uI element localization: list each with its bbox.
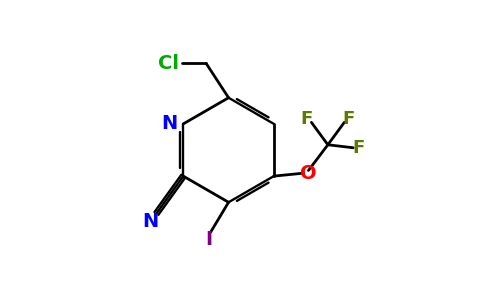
Text: F: F xyxy=(352,139,365,157)
Text: F: F xyxy=(343,110,355,128)
Text: I: I xyxy=(206,230,212,249)
Text: F: F xyxy=(301,110,313,128)
Text: Cl: Cl xyxy=(158,54,179,73)
Text: O: O xyxy=(300,164,317,183)
Text: N: N xyxy=(161,114,177,133)
Text: N: N xyxy=(142,212,159,231)
